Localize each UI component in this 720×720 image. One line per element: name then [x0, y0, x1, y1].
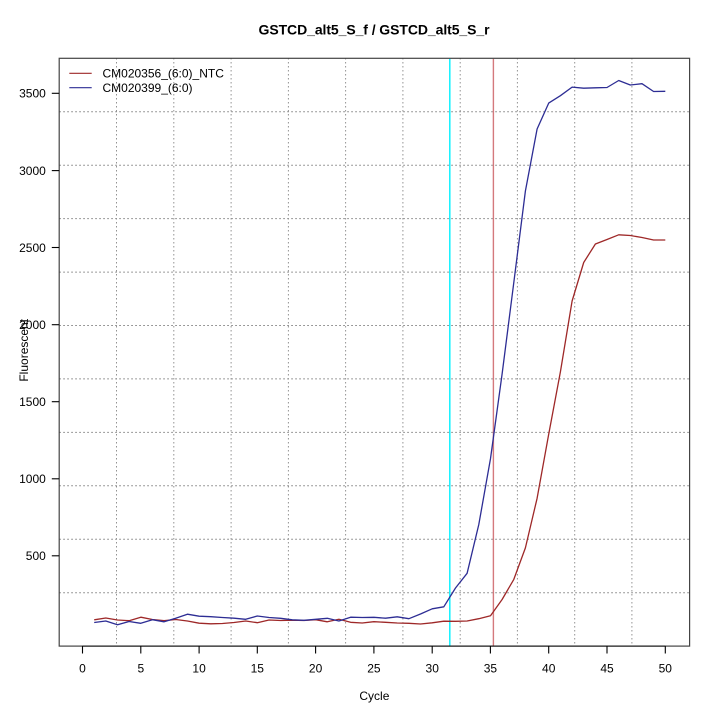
svg-text:20: 20	[309, 662, 323, 676]
svg-text:CM020356_(6:0)_NTC: CM020356_(6:0)_NTC	[103, 67, 225, 81]
svg-text:5: 5	[137, 662, 144, 676]
svg-text:GSTCD_alt5_S_f / GSTCD_alt5_S_: GSTCD_alt5_S_f / GSTCD_alt5_S_r	[259, 22, 491, 38]
svg-text:1500: 1500	[19, 395, 46, 409]
svg-text:3500: 3500	[19, 87, 46, 101]
svg-text:10: 10	[192, 662, 206, 676]
svg-text:Cycle: Cycle	[359, 689, 389, 703]
svg-text:30: 30	[426, 662, 440, 676]
svg-text:500: 500	[26, 549, 46, 563]
svg-text:2500: 2500	[19, 241, 46, 255]
svg-text:50: 50	[659, 662, 673, 676]
svg-text:15: 15	[251, 662, 265, 676]
svg-text:1000: 1000	[19, 472, 46, 486]
svg-text:0: 0	[79, 662, 86, 676]
svg-text:35: 35	[484, 662, 498, 676]
svg-text:45: 45	[600, 662, 614, 676]
svg-text:3000: 3000	[19, 164, 46, 178]
svg-text:Fluorescent: Fluorescent	[17, 318, 31, 381]
svg-text:40: 40	[542, 662, 556, 676]
svg-text:2000: 2000	[19, 318, 46, 332]
svg-text:CM020399_(6:0): CM020399_(6:0)	[103, 81, 193, 95]
svg-text:25: 25	[367, 662, 381, 676]
